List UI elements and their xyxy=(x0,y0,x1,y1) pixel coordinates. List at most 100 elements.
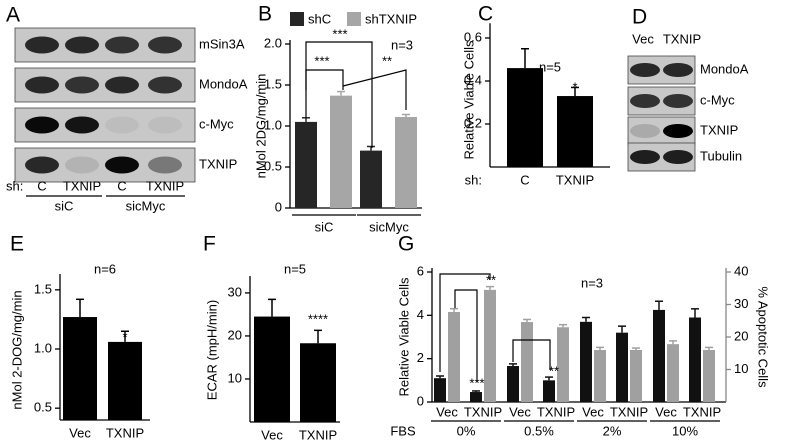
y-tick-label: 1.5 xyxy=(34,281,52,296)
y2-axis-label: % Apoptotic Cells xyxy=(756,286,771,388)
bar xyxy=(300,343,336,422)
row-label: TXNIP xyxy=(700,122,738,137)
error-bar xyxy=(691,308,699,318)
y-tick-label: 4 xyxy=(417,307,424,322)
y-axis-label: Relative Viable Cells xyxy=(396,277,411,396)
x-prefix: sh: xyxy=(465,172,482,187)
bar xyxy=(689,317,701,402)
annotation: n=5 xyxy=(539,59,561,74)
significance-bracket xyxy=(512,339,551,370)
blot-band xyxy=(148,116,182,134)
bar xyxy=(521,322,533,402)
error-bar xyxy=(559,323,567,328)
blot-band xyxy=(25,36,59,54)
x-tick-label: Vec xyxy=(436,404,458,419)
row-label: MondoA xyxy=(700,61,749,76)
row-label: c-Myc xyxy=(199,116,234,131)
error-bar xyxy=(314,329,322,344)
row-label: mSin3A xyxy=(199,36,245,51)
y-tick-label: 0 xyxy=(275,199,282,214)
error-bar xyxy=(705,346,713,350)
blot-band xyxy=(65,156,99,174)
legend-label: shC xyxy=(308,11,331,26)
y-tick-label: 20 xyxy=(228,327,242,342)
row-label: MondoA xyxy=(199,76,248,91)
x-tick-label: TXNIP xyxy=(683,404,721,419)
y-tick-label: 30 xyxy=(734,296,748,311)
legend-swatch xyxy=(290,12,304,26)
blot-band xyxy=(105,156,139,174)
error-bar xyxy=(509,363,517,367)
blot-band xyxy=(663,94,693,108)
y-tick-label: 6 xyxy=(417,263,424,278)
lane-label: TXNIP xyxy=(146,178,184,193)
error-bar xyxy=(596,346,604,350)
x-tick-label: sicMyc xyxy=(369,219,409,234)
bar xyxy=(63,317,97,420)
blot-band xyxy=(25,76,59,94)
bar xyxy=(434,378,446,402)
x-tick-label: TXNIP xyxy=(537,404,575,419)
blot-band xyxy=(630,124,660,138)
row-label: c-Myc xyxy=(700,92,735,107)
panel-label: C xyxy=(478,3,493,26)
blot-band xyxy=(148,76,182,94)
significance-bracket xyxy=(305,41,373,148)
annotation: ** xyxy=(486,272,496,287)
bar xyxy=(484,289,496,402)
bar xyxy=(470,392,482,402)
x-tick-label: TXNIP xyxy=(464,404,502,419)
error-bar xyxy=(571,86,579,97)
panel-label: A xyxy=(6,4,20,27)
annotation: ** xyxy=(549,363,559,378)
annotation: ** xyxy=(382,53,392,68)
blot-band xyxy=(105,36,139,54)
bar xyxy=(630,350,642,402)
significance-bracket xyxy=(305,69,344,90)
bar xyxy=(507,366,519,402)
error-bar xyxy=(618,325,626,333)
annotation: **** xyxy=(308,311,328,326)
x-tick-label: TXNIP xyxy=(610,404,648,419)
annotation: *** xyxy=(469,375,484,390)
panel-label: B xyxy=(258,3,272,26)
blot-band xyxy=(65,36,99,54)
group-label: 0% xyxy=(457,423,476,438)
error-bar xyxy=(669,340,677,345)
error-bar xyxy=(76,298,84,318)
panel-label: F xyxy=(203,233,216,256)
blot-band xyxy=(25,116,59,134)
y-tick-label: 1.0 xyxy=(34,340,52,355)
legend-label: shTXNIP xyxy=(365,11,417,26)
annotation: * xyxy=(122,329,127,344)
row-label: Tubulin xyxy=(700,148,742,163)
error-bar xyxy=(121,330,129,342)
annotation: *** xyxy=(314,53,329,68)
bar xyxy=(395,116,417,208)
blot-band xyxy=(65,76,99,94)
y-tick-label: 2 xyxy=(417,350,424,365)
y-axis-label: Relative Viable Cells xyxy=(461,40,476,159)
significance-bracket xyxy=(342,69,407,110)
x-tick-label: Vec xyxy=(509,404,531,419)
y-tick-label: 0 xyxy=(417,393,424,408)
x-tick-label: Vec xyxy=(655,404,677,419)
y-tick-label: 30 xyxy=(228,284,242,299)
group-label: 2% xyxy=(603,423,622,438)
blot-band xyxy=(630,63,660,77)
panel-label: D xyxy=(632,6,647,29)
y-tick-label: 10 xyxy=(734,361,748,376)
x-tick-label: siC xyxy=(315,219,334,234)
bar xyxy=(580,321,592,402)
lane-label: C xyxy=(117,178,126,193)
annotation: n=3 xyxy=(391,37,413,52)
annotation: n=5 xyxy=(284,261,306,276)
error-bar xyxy=(402,113,410,117)
group-label: 10% xyxy=(672,423,698,438)
blot-band xyxy=(25,156,59,174)
error-bar xyxy=(521,48,529,69)
error-bar xyxy=(450,307,458,312)
y-tick-label: 40 xyxy=(734,263,748,278)
x-tick-label: Vec xyxy=(582,404,604,419)
bar xyxy=(507,68,543,167)
